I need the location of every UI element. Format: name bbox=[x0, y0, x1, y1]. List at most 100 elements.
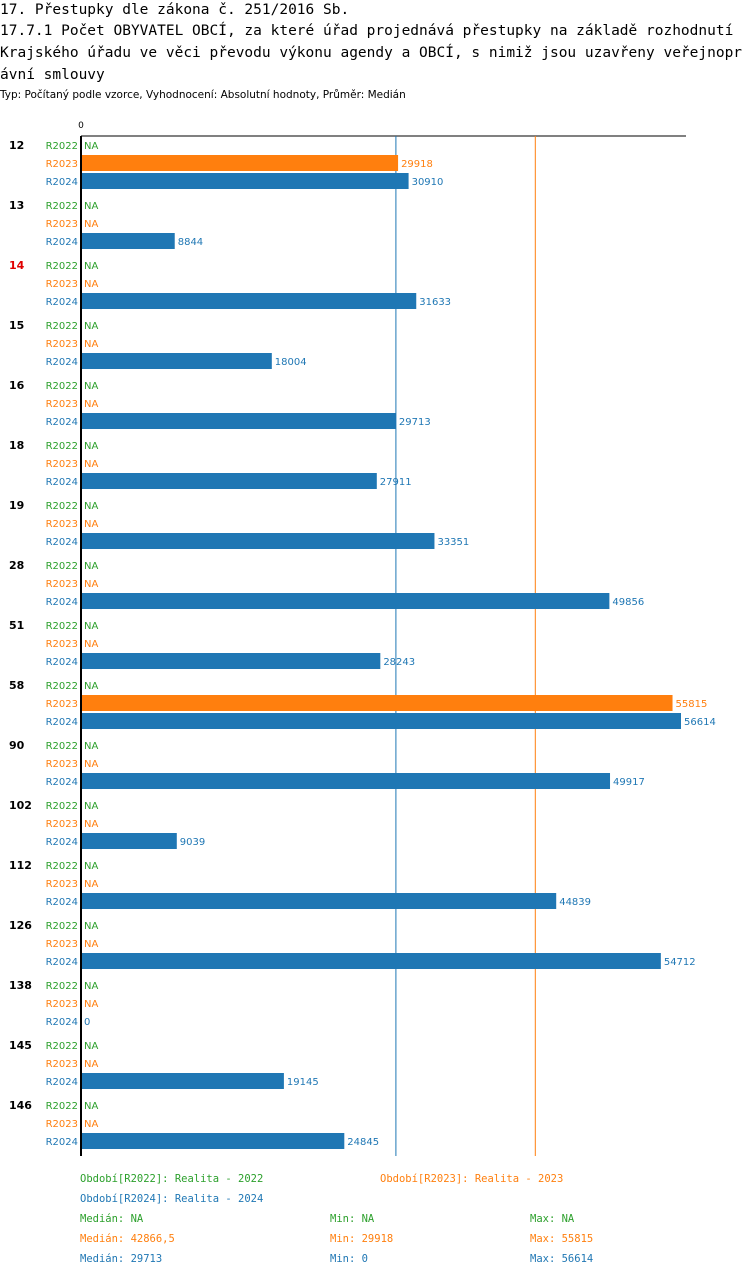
na-label: NA bbox=[84, 741, 98, 752]
bar bbox=[81, 773, 611, 789]
stat-r2022-median: Medián: NA bbox=[80, 1213, 144, 1225]
stat-r2022-max: Max: NA bbox=[530, 1213, 575, 1225]
stat-r2022-min: Min: NA bbox=[330, 1213, 375, 1225]
series-label: R2022 bbox=[46, 621, 78, 632]
series-label: R2022 bbox=[46, 141, 78, 152]
series-label: R2022 bbox=[46, 1041, 78, 1052]
category-label: 90 bbox=[9, 739, 25, 752]
data-label: 9039 bbox=[180, 837, 205, 848]
data-label: 29713 bbox=[399, 417, 431, 428]
series-label: R2022 bbox=[46, 381, 78, 392]
series-label: R2024 bbox=[46, 597, 78, 608]
na-label: NA bbox=[84, 1119, 98, 1130]
bar bbox=[81, 473, 377, 489]
bar bbox=[81, 173, 409, 189]
series-label: R2022 bbox=[46, 561, 78, 572]
na-label: NA bbox=[84, 861, 98, 872]
series-label: R2023 bbox=[46, 759, 78, 770]
data-label: 19145 bbox=[287, 1077, 319, 1088]
series-label: R2024 bbox=[46, 177, 78, 188]
na-label: NA bbox=[84, 621, 98, 632]
series-label: R2023 bbox=[46, 279, 78, 290]
category-label: 102 bbox=[9, 799, 32, 812]
na-label: NA bbox=[84, 681, 98, 692]
bar bbox=[81, 413, 396, 429]
na-label: NA bbox=[84, 639, 98, 650]
na-label: NA bbox=[84, 819, 98, 830]
category-label: 28 bbox=[9, 559, 24, 572]
series-label: R2022 bbox=[46, 741, 78, 752]
legend-r2023: Období[R2023]: Realita - 2023 bbox=[380, 1173, 564, 1185]
series-label: R2024 bbox=[46, 1137, 78, 1148]
series-label: R2022 bbox=[46, 981, 78, 992]
bar bbox=[81, 953, 661, 969]
series-label: R2022 bbox=[46, 321, 78, 332]
series-label: R2022 bbox=[46, 861, 78, 872]
data-label: 8844 bbox=[178, 237, 203, 248]
series-label: R2024 bbox=[46, 237, 78, 248]
na-label: NA bbox=[84, 339, 98, 350]
bar bbox=[81, 893, 557, 909]
series-label: R2022 bbox=[46, 921, 78, 932]
series-label: R2024 bbox=[46, 777, 78, 788]
chart-type-description: Typ: Počítaný podle vzorce, Vyhodnocení:… bbox=[0, 89, 406, 101]
bar bbox=[81, 1073, 284, 1089]
na-label: NA bbox=[84, 1059, 98, 1070]
category-label: 58 bbox=[9, 679, 24, 692]
series-label: R2023 bbox=[46, 579, 78, 590]
series-label: R2022 bbox=[46, 681, 78, 692]
series-label: R2023 bbox=[46, 999, 78, 1010]
bar bbox=[81, 155, 399, 171]
na-label: NA bbox=[84, 999, 98, 1010]
series-label: R2023 bbox=[46, 399, 78, 410]
category-label: 112 bbox=[9, 859, 32, 872]
na-label: NA bbox=[84, 939, 98, 950]
series-label: R2023 bbox=[46, 819, 78, 830]
category-label: 146 bbox=[9, 1099, 32, 1112]
na-label: NA bbox=[84, 879, 98, 890]
data-label: 56614 bbox=[684, 717, 716, 728]
bar bbox=[81, 293, 417, 309]
series-label: R2024 bbox=[46, 417, 78, 428]
category-label: 15 bbox=[9, 319, 24, 332]
chart-section-title: 17. Přestupky dle zákona č. 251/2016 Sb. bbox=[0, 2, 350, 18]
stat-r2024-max: Max: 56614 bbox=[530, 1253, 594, 1265]
bar bbox=[81, 695, 673, 711]
series-label: R2024 bbox=[46, 837, 78, 848]
bar bbox=[81, 1133, 345, 1149]
na-label: NA bbox=[84, 921, 98, 932]
data-label: 33351 bbox=[437, 537, 469, 548]
category-label: 19 bbox=[9, 499, 24, 512]
legend-r2024: Období[R2024]: Realita - 2024 bbox=[80, 1193, 264, 1205]
bar bbox=[81, 833, 177, 849]
data-label: 49856 bbox=[612, 597, 644, 608]
na-label: NA bbox=[84, 399, 98, 410]
na-label: NA bbox=[84, 801, 98, 812]
bar bbox=[81, 593, 610, 609]
series-label: R2023 bbox=[46, 159, 78, 170]
stat-r2023-max: Max: 55815 bbox=[530, 1233, 594, 1245]
na-label: NA bbox=[84, 201, 98, 212]
series-label: R2024 bbox=[46, 357, 78, 368]
na-label: NA bbox=[84, 981, 98, 992]
category-label: 126 bbox=[9, 919, 32, 932]
stat-r2024-min: Min: 0 bbox=[330, 1253, 368, 1265]
series-label: R2023 bbox=[46, 339, 78, 350]
data-label: 28243 bbox=[383, 657, 415, 668]
series-label: R2023 bbox=[46, 879, 78, 890]
bar-chart: 0 12 R2022 NA R2023 29918 R2024 30910 13 R2022 NA R… bbox=[9, 121, 716, 1156]
series-label: R2022 bbox=[46, 261, 78, 272]
series-label: R2023 bbox=[46, 1059, 78, 1070]
na-label: NA bbox=[84, 1041, 98, 1052]
stat-r2023-median: Medián: 42866,5 bbox=[80, 1233, 175, 1245]
series-label: R2024 bbox=[46, 537, 78, 548]
series-label: R2023 bbox=[46, 939, 78, 950]
series-label: R2024 bbox=[46, 957, 78, 968]
series-label: R2024 bbox=[46, 1017, 78, 1028]
data-label: 44839 bbox=[559, 897, 591, 908]
series-label: R2023 bbox=[46, 1119, 78, 1130]
na-label: NA bbox=[84, 219, 98, 230]
category-label: 16 bbox=[9, 379, 25, 392]
category-label: 51 bbox=[9, 619, 24, 632]
data-label: 29918 bbox=[401, 159, 433, 170]
